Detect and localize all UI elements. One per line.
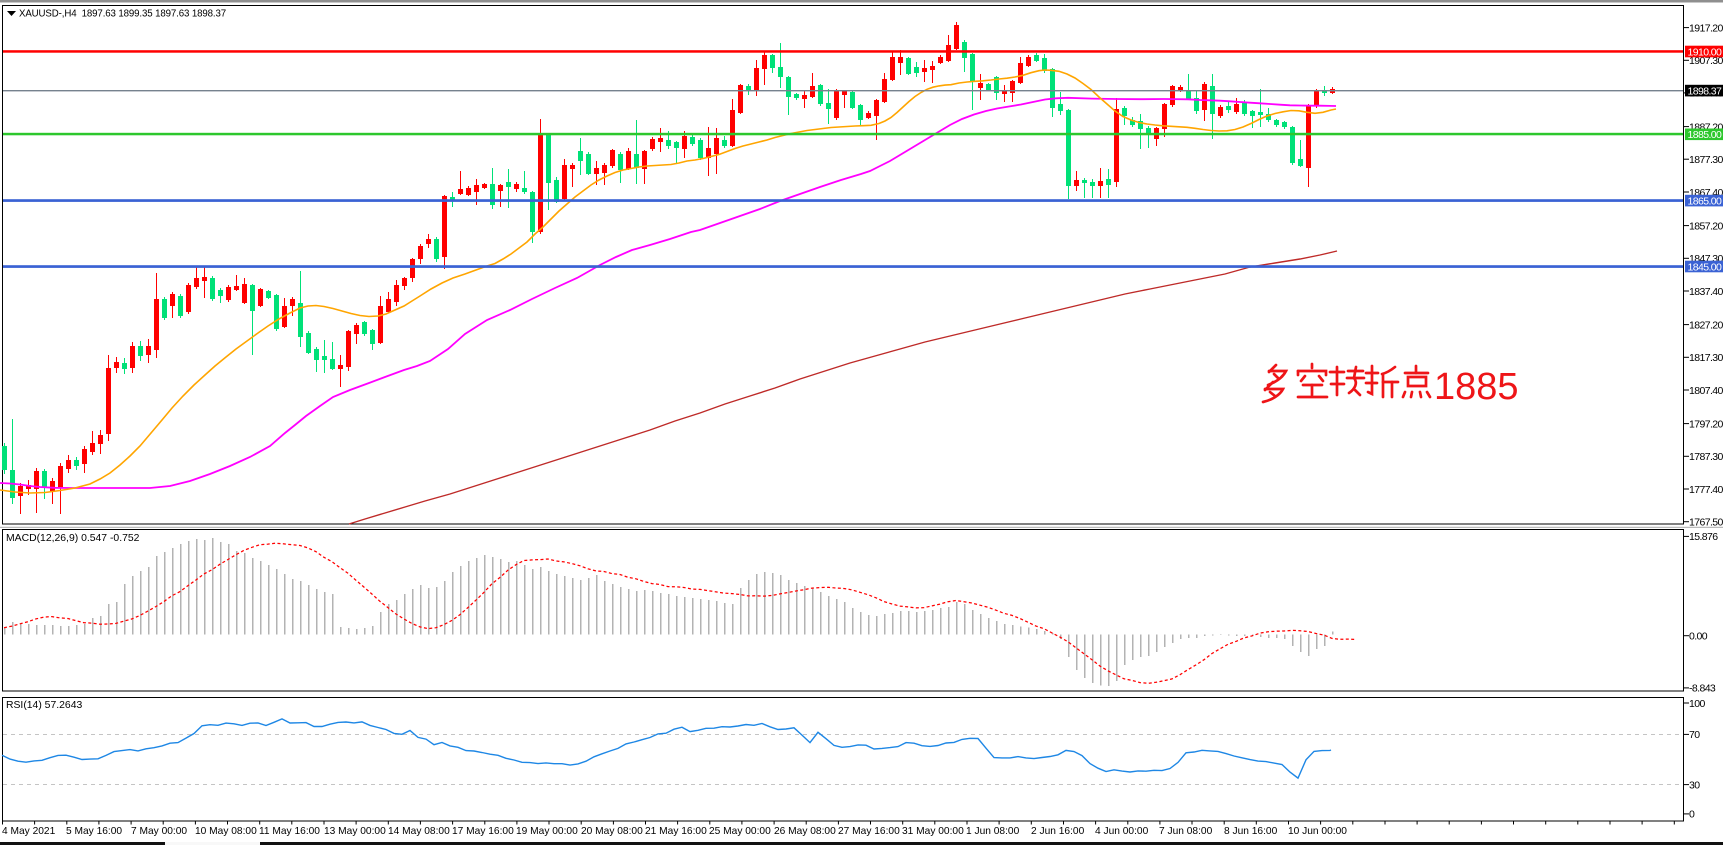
svg-text:27 May 16:00: 27 May 16:00 (838, 826, 900, 837)
svg-text:1845.00: 1845.00 (1688, 261, 1723, 273)
svg-text:19 May 00:00: 19 May 00:00 (516, 826, 578, 837)
svg-text:1910.00: 1910.00 (1688, 46, 1723, 58)
svg-text:8 Jun 16:00: 8 Jun 16:00 (1224, 826, 1278, 837)
svg-text:0.00: 0.00 (1689, 631, 1708, 643)
svg-text:1767.50: 1767.50 (1689, 517, 1723, 529)
svg-text:21 May 16:00: 21 May 16:00 (645, 826, 707, 837)
svg-text:30: 30 (1689, 779, 1700, 791)
svg-text:1917.20: 1917.20 (1689, 22, 1723, 34)
svg-text:1857.20: 1857.20 (1689, 220, 1723, 232)
svg-text:1797.20: 1797.20 (1689, 418, 1723, 430)
svg-text:1865.00: 1865.00 (1688, 195, 1723, 207)
svg-text:7 May 00:00: 7 May 00:00 (131, 826, 187, 837)
svg-text:11 May 16:00: 11 May 16:00 (259, 826, 320, 837)
svg-text:10 May 08:00: 10 May 08:00 (195, 826, 257, 837)
svg-text:26 May 08:00: 26 May 08:00 (774, 826, 836, 837)
svg-text:MACD(12,26,9) 0.547 -0.752: MACD(12,26,9) 0.547 -0.752 (6, 533, 140, 544)
svg-text:4 Jun 00:00: 4 Jun 00:00 (1095, 826, 1149, 837)
svg-text:20 May 08:00: 20 May 08:00 (581, 826, 643, 837)
svg-text:15.876: 15.876 (1689, 531, 1718, 543)
svg-text:RSI(14) 57.2643: RSI(14) 57.2643 (6, 700, 82, 711)
svg-text:XAUUSD-,H4 1897.63 1899.35 18: XAUUSD-,H4 1897.63 1899.35 1897.63 1898.… (19, 9, 226, 20)
svg-text:1877.30: 1877.30 (1689, 154, 1723, 166)
svg-text:100: 100 (1689, 698, 1705, 710)
svg-text:25 May 00:00: 25 May 00:00 (709, 826, 771, 837)
svg-text:1827.20: 1827.20 (1689, 319, 1723, 331)
svg-text:1898.37: 1898.37 (1688, 85, 1723, 97)
svg-text:4 May 2021: 4 May 2021 (2, 826, 56, 837)
svg-text:-8.843: -8.843 (1689, 683, 1716, 695)
svg-text:1787.30: 1787.30 (1689, 451, 1723, 463)
svg-text:14 May 08:00: 14 May 08:00 (388, 826, 450, 837)
svg-text:17 May 16:00: 17 May 16:00 (452, 826, 514, 837)
svg-text:1885.00: 1885.00 (1688, 129, 1723, 141)
svg-text:1837.40: 1837.40 (1689, 286, 1723, 298)
svg-text:0: 0 (1689, 809, 1695, 821)
svg-text:1885: 1885 (1434, 366, 1519, 408)
svg-text:1907.30: 1907.30 (1689, 55, 1723, 67)
svg-text:5 May 16:00: 5 May 16:00 (66, 826, 122, 837)
svg-text:13 May 00:00: 13 May 00:00 (324, 826, 386, 837)
svg-text:2 Jun 16:00: 2 Jun 16:00 (1031, 826, 1085, 837)
svg-text:1817.30: 1817.30 (1689, 352, 1723, 364)
svg-text:1777.40: 1777.40 (1689, 484, 1723, 496)
svg-text:10 Jun 00:00: 10 Jun 00:00 (1288, 826, 1347, 837)
svg-text:1807.40: 1807.40 (1689, 385, 1723, 397)
svg-text:70: 70 (1689, 729, 1700, 741)
svg-text:31 May 00:00: 31 May 00:00 (902, 826, 964, 837)
svg-text:1 Jun 08:00: 1 Jun 08:00 (966, 826, 1020, 837)
svg-text:7 Jun 08:00: 7 Jun 08:00 (1159, 826, 1213, 837)
